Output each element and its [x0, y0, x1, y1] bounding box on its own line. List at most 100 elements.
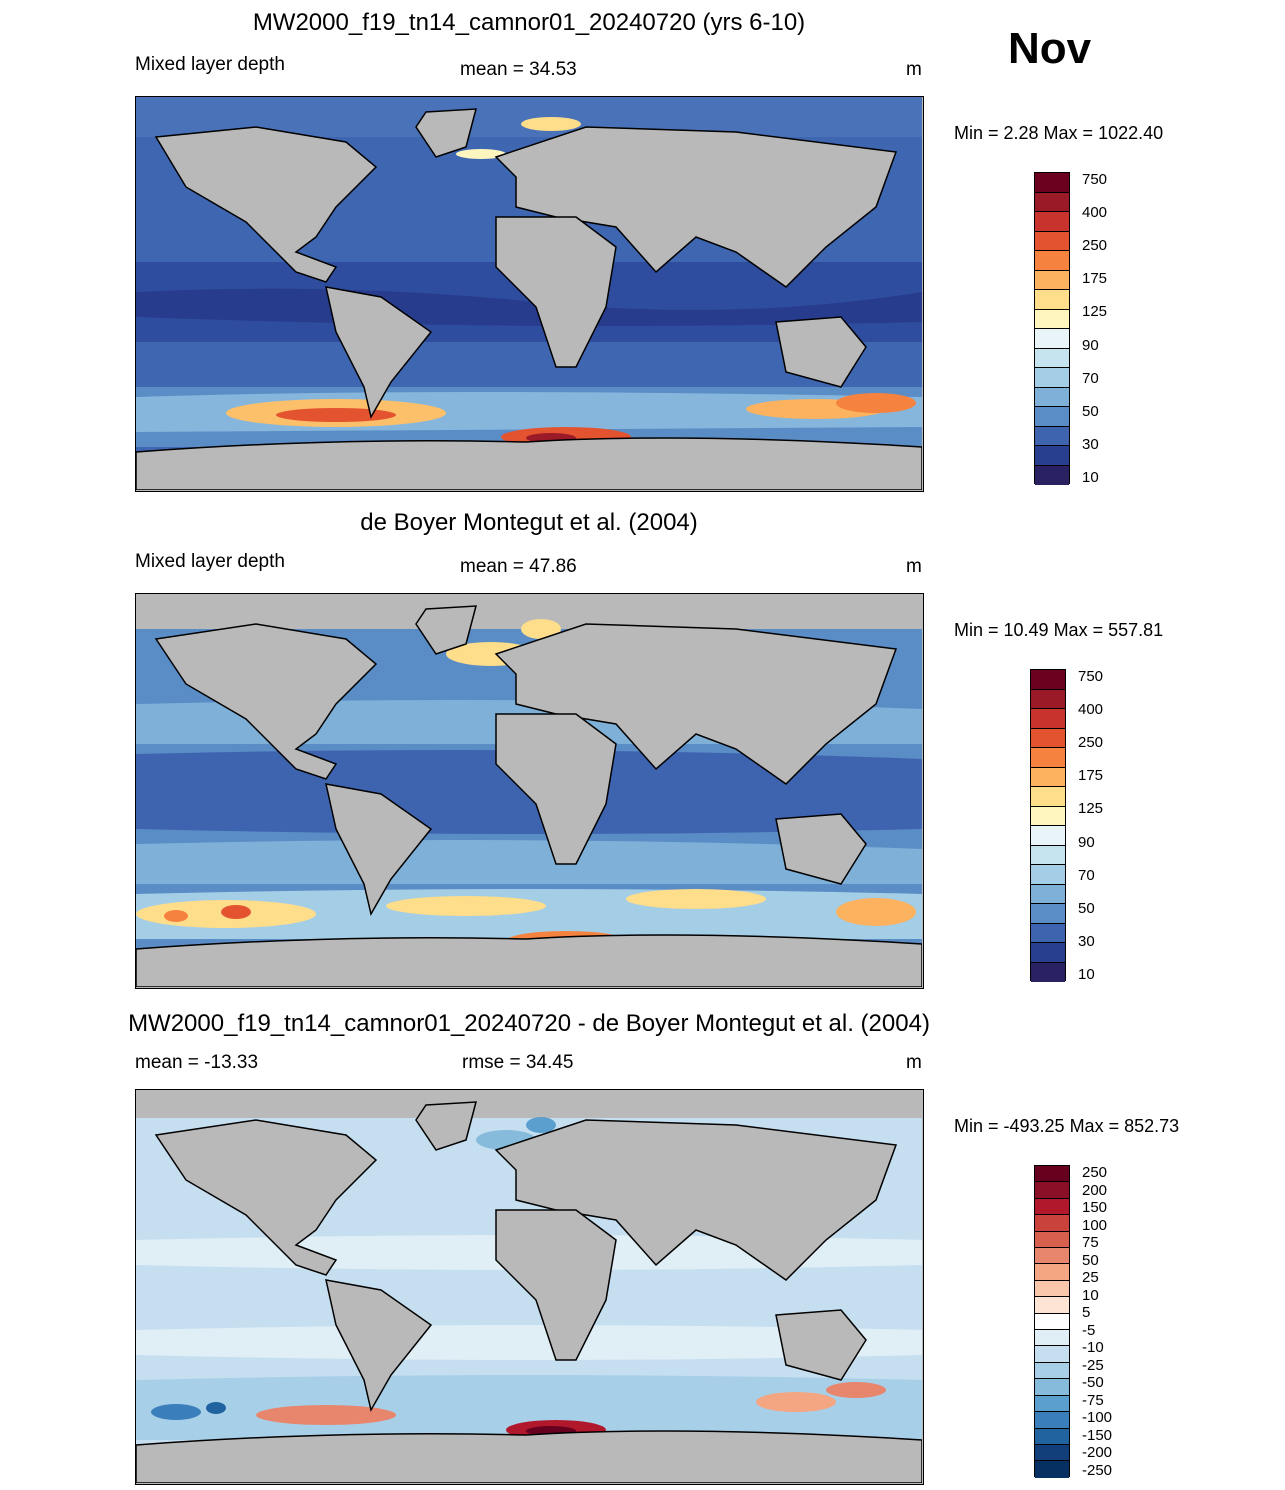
colorbar-swatch [1031, 709, 1065, 729]
colorbar-tick-label: 175 [1082, 270, 1108, 288]
colorbar-tick-label: 70 [1078, 866, 1095, 884]
panel2-variable-label: Mixed layer depth [135, 551, 285, 572]
colorbar-swatch [1035, 1395, 1069, 1413]
panel3-mean-label: mean = -13.33 [135, 1052, 259, 1073]
colorbar-tick-label: -75 [1082, 1391, 1104, 1409]
colorbar-swatch [1031, 689, 1065, 709]
colorbar-swatch [1035, 173, 1069, 193]
colorbar-swatch [1035, 1379, 1069, 1396]
colorbar-swatch [1031, 845, 1065, 865]
colorbar-tick-label: -200 [1082, 1444, 1113, 1462]
panel1-minmax: Min = 2.28 Max = 1022.40 [954, 123, 1164, 143]
panel2-units: m [906, 556, 922, 577]
colorbar-swatch [1035, 212, 1069, 232]
colorbar-swatch [1035, 309, 1069, 329]
colorbar-swatch [1035, 465, 1069, 485]
colorbar-swatch [1035, 1346, 1069, 1363]
colorbar-tick-label: 90 [1078, 833, 1095, 851]
colorbar-tick-label: 70 [1082, 369, 1099, 387]
panel3-units: m [906, 1052, 922, 1073]
colorbar-swatch [1031, 767, 1065, 787]
panel2-title: de Boyer Montegut et al. (2004) [360, 509, 698, 536]
panel2-minmax: Min = 10.49 Max = 557.81 [954, 620, 1164, 640]
colorbar-swatch [1035, 329, 1069, 349]
colorbar-swatch [1035, 387, 1069, 407]
colorbar-swatch [1035, 251, 1069, 271]
panel3-rmse-label: rmse = 34.45 [462, 1052, 574, 1073]
colorbar-tick-label: 750 [1082, 171, 1108, 188]
colorbar-tick-label: 30 [1078, 932, 1095, 950]
colorbar-swatch [1035, 446, 1069, 466]
colorbar-swatch [1031, 865, 1065, 885]
colorbar-swatch [1035, 1264, 1069, 1281]
colorbar-swatch [1035, 1362, 1069, 1380]
colorbar-tick-label: 750 [1078, 668, 1104, 685]
panel1-title: MW2000_f19_tn14_camnor01_20240720 (yrs 6… [252, 9, 806, 36]
colorbar-swatch [1035, 1166, 1069, 1183]
colorbar-swatch [1035, 270, 1069, 290]
colorbar-swatch [1035, 192, 1069, 212]
panel2-mean-label: mean = 47.86 [460, 556, 577, 577]
panel3-title: MW2000_f19_tn14_camnor01_20240720 - de B… [128, 1010, 930, 1037]
colorbar-swatch [1031, 806, 1065, 826]
panel1-units: m [906, 59, 922, 80]
colorbar-tick-label: 150 [1082, 1199, 1108, 1217]
colorbar-tick-label: 50 [1082, 402, 1099, 420]
colorbar-swatch [1031, 923, 1065, 943]
panel1-mean-label: mean = 34.53 [460, 59, 577, 80]
month-label: Nov [1008, 24, 1092, 73]
colorbar-swatch [1035, 1461, 1069, 1478]
colorbar-tick-label: 75 [1082, 1234, 1099, 1252]
colorbar-tick-label: 10 [1082, 469, 1099, 486]
colorbar-swatch [1035, 1182, 1069, 1199]
colorbar-tick-label: 125 [1082, 303, 1108, 321]
colorbar-swatch [1031, 748, 1065, 768]
colorbar-swatch [1031, 962, 1065, 982]
colorbar-swatch [1035, 407, 1069, 427]
colorbar-swatch [1035, 1444, 1069, 1462]
colorbar-swatch [1031, 787, 1065, 807]
colorbar-swatch [1031, 670, 1065, 690]
panel3-minmax: Min = -493.25 Max = 852.73 [954, 1116, 1180, 1136]
colorbar-tick-label: 50 [1078, 899, 1095, 917]
colorbar-tick-label: 200 [1082, 1181, 1108, 1199]
panel2-colorbar [1030, 669, 1066, 982]
model-mld-map [135, 96, 924, 492]
colorbar-swatch [1035, 231, 1069, 251]
colorbar-swatch [1035, 290, 1069, 310]
colorbar-tick-label: -25 [1082, 1356, 1104, 1374]
colorbar-swatch [1031, 826, 1065, 846]
colorbar-tick-label: -150 [1082, 1426, 1113, 1444]
colorbar-tick-label: 30 [1082, 435, 1099, 453]
colorbar-tick-label: 400 [1078, 701, 1104, 719]
colorbar-swatch [1035, 368, 1069, 388]
colorbar-swatch [1035, 1428, 1069, 1445]
colorbar-tick-label: 100 [1082, 1216, 1108, 1234]
colorbar-swatch [1035, 1280, 1069, 1298]
colorbar-tick-label: 250 [1082, 237, 1108, 255]
colorbar-swatch [1035, 1330, 1069, 1347]
difference-mld-map [135, 1089, 924, 1485]
colorbar-tick-label: -50 [1082, 1374, 1104, 1392]
colorbar-tick-label: 250 [1082, 1164, 1108, 1181]
colorbar-swatch [1035, 1231, 1069, 1249]
colorbar-tick-label: 10 [1082, 1286, 1099, 1304]
colorbar-swatch [1031, 884, 1065, 904]
colorbar-tick-label: 90 [1082, 336, 1099, 354]
colorbar-swatch [1035, 426, 1069, 446]
colorbar-swatch [1035, 1313, 1069, 1331]
colorbar-tick-label: 5 [1082, 1304, 1091, 1322]
colorbar-tick-label: 250 [1078, 734, 1104, 752]
colorbar-tick-label: 175 [1078, 767, 1104, 785]
colorbar-tick-label: -10 [1082, 1339, 1104, 1357]
colorbar-tick-label: -100 [1082, 1409, 1113, 1427]
colorbar-tick-label: 25 [1082, 1269, 1099, 1287]
colorbar-swatch [1035, 1248, 1069, 1265]
panel1-colorbar [1034, 172, 1070, 485]
colorbar-swatch [1035, 348, 1069, 368]
colorbar-tick-label: -5 [1082, 1321, 1096, 1339]
colorbar-tick-label: 400 [1082, 204, 1108, 222]
colorbar-tick-label: 10 [1078, 966, 1095, 983]
colorbar-swatch [1035, 1412, 1069, 1429]
colorbar-swatch [1035, 1297, 1069, 1314]
